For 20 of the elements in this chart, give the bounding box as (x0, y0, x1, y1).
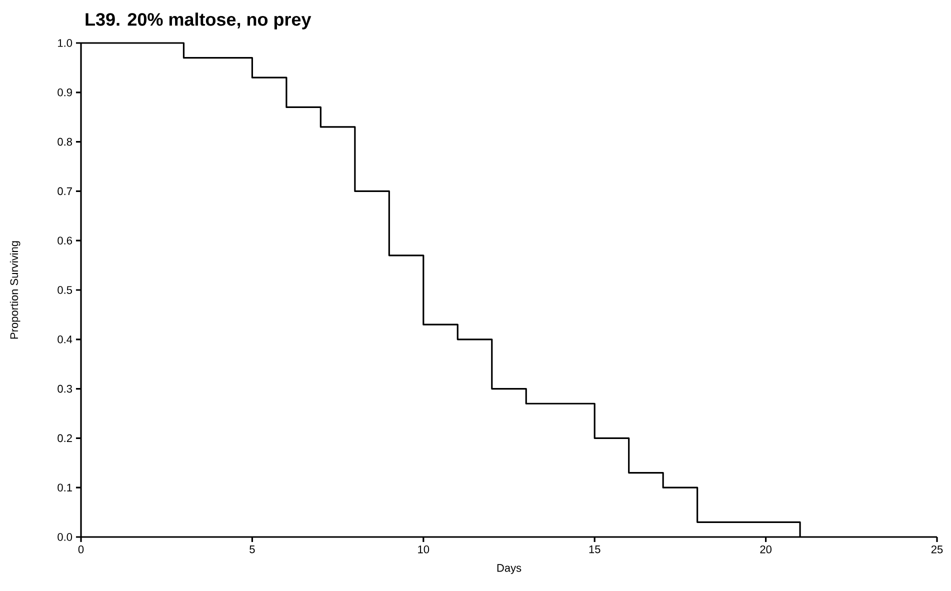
x-tick-label: 0 (78, 546, 84, 554)
y-tick-label: 0.0 (58, 533, 72, 541)
y-tick-label: 0.1 (58, 484, 72, 492)
y-tick-label: 0.3 (58, 384, 72, 393)
y-axis-title: Proportion Surviving (10, 241, 20, 339)
x-tick-label: 20 (760, 546, 772, 554)
y-tick-label: 0.4 (58, 335, 72, 344)
y-tick-label: 0.2 (58, 434, 72, 442)
y-tick-label: 0.6 (58, 236, 72, 244)
x-tick-label: 25 (931, 546, 943, 554)
x-tick-label: 5 (250, 546, 255, 554)
y-tick-label: 0.8 (58, 138, 72, 146)
y-tick-label: 0.9 (58, 88, 72, 96)
y-tick-label: 1.0 (58, 39, 72, 47)
x-axis-title: Days (497, 564, 522, 574)
y-tick-label: 0.7 (58, 187, 72, 196)
x-tick-label: 10 (418, 546, 430, 554)
y-tick-label: 0.5 (58, 286, 72, 294)
x-tick-label: 15 (589, 546, 600, 554)
chart-title: L39. 20% maltose, no prey (86, 12, 312, 30)
